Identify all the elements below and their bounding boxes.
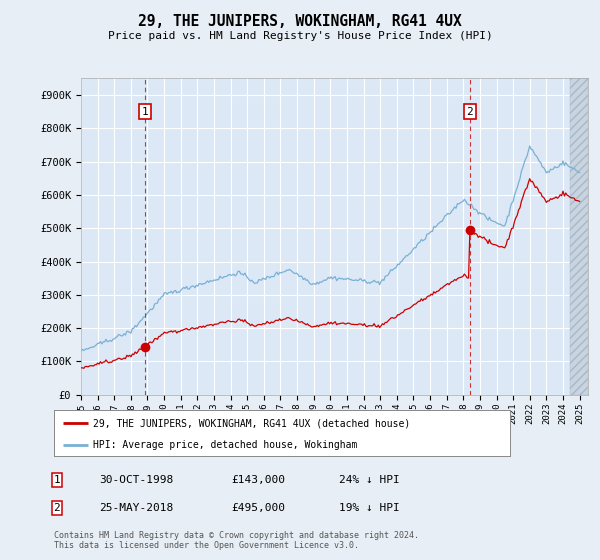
Text: HPI: Average price, detached house, Wokingham: HPI: Average price, detached house, Woki… (93, 440, 357, 450)
Text: 25-MAY-2018: 25-MAY-2018 (99, 503, 173, 513)
Text: 2: 2 (466, 107, 473, 116)
Text: 24% ↓ HPI: 24% ↓ HPI (339, 475, 400, 486)
Bar (570, 78, 588, 395)
Text: 2: 2 (53, 503, 61, 513)
Text: Price paid vs. HM Land Registry's House Price Index (HPI): Price paid vs. HM Land Registry's House … (107, 31, 493, 41)
Text: 29, THE JUNIPERS, WOKINGHAM, RG41 4UX (detached house): 29, THE JUNIPERS, WOKINGHAM, RG41 4UX (d… (93, 418, 410, 428)
Text: 1: 1 (53, 475, 61, 486)
Text: 30-OCT-1998: 30-OCT-1998 (99, 475, 173, 486)
Text: £143,000: £143,000 (231, 475, 285, 486)
Text: 1: 1 (141, 107, 148, 116)
Text: 29, THE JUNIPERS, WOKINGHAM, RG41 4UX: 29, THE JUNIPERS, WOKINGHAM, RG41 4UX (138, 14, 462, 29)
Text: 19% ↓ HPI: 19% ↓ HPI (339, 503, 400, 513)
Text: £495,000: £495,000 (231, 503, 285, 513)
Text: Contains HM Land Registry data © Crown copyright and database right 2024.
This d: Contains HM Land Registry data © Crown c… (54, 530, 419, 550)
